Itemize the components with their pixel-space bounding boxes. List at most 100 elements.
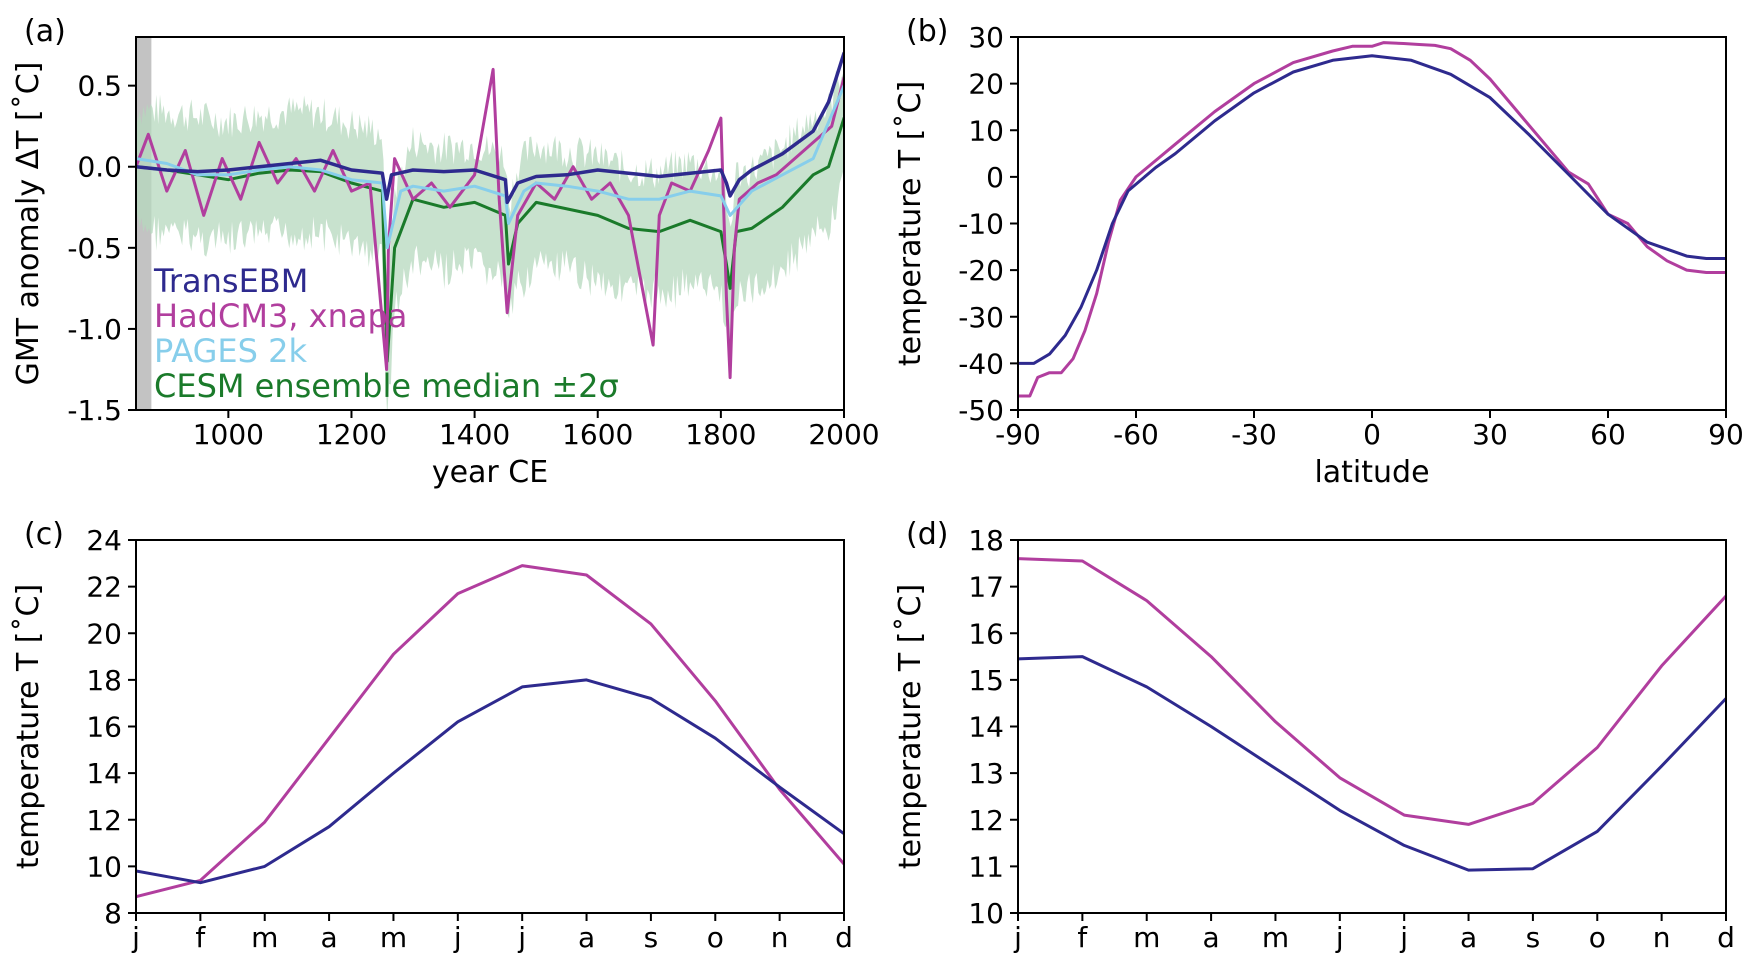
plot-frame xyxy=(135,36,845,411)
panel-b: -90 -60 -30 0 30 60 90 30 20 10 0 -10 -20 -30 -40 -50 la… xyxy=(893,14,1744,490)
legend-entry: TransEBM xyxy=(153,262,308,300)
y-axis-label: temperature T [˚C] xyxy=(893,81,928,366)
y-tick-label: -30 xyxy=(958,301,1004,334)
x-tick-label: j xyxy=(453,921,462,954)
y-tick-label: 0.5 xyxy=(77,70,122,103)
series-line-transebm xyxy=(136,51,844,205)
y-tick-label: 10 xyxy=(86,850,122,883)
x-tick-label: 1000 xyxy=(193,418,264,451)
y-tick-label: 22 xyxy=(86,571,122,604)
x-tick-label: o xyxy=(1589,921,1606,954)
y-tick-label: 12 xyxy=(86,804,122,837)
series-line-transebm xyxy=(1018,54,1726,365)
x-tick-label: n xyxy=(1653,921,1671,954)
y-tick-label: 14 xyxy=(968,711,1004,744)
y-tick-label: 24 xyxy=(86,524,122,557)
series-line-hadcm3-xnapa xyxy=(1018,41,1726,398)
x-tick-label: 1800 xyxy=(685,418,756,451)
x-tick-label: m xyxy=(251,921,278,954)
x-tick-label: m xyxy=(380,921,407,954)
x-tick-label: a xyxy=(578,921,595,954)
x-tick-label: 30 xyxy=(1472,418,1508,451)
x-tick-label: d xyxy=(1717,921,1735,954)
panel-label: (c) xyxy=(24,517,64,552)
x-tick-label: -90 xyxy=(995,418,1041,451)
y-tick-label: 15 xyxy=(968,664,1004,697)
y-tick-label: 8 xyxy=(104,897,122,930)
y-tick-label: 18 xyxy=(86,664,122,697)
y-tick-label: 20 xyxy=(968,68,1004,101)
x-tick-label: f xyxy=(1077,921,1088,954)
y-tick-label: -0.5 xyxy=(67,232,122,265)
panel-label: (b) xyxy=(906,14,948,49)
x-tick-label: j xyxy=(131,921,140,954)
x-tick-label: a xyxy=(321,921,338,954)
y-tick-label: -1.5 xyxy=(67,394,122,427)
y-tick-label: 16 xyxy=(968,617,1004,650)
x-tick-label: d xyxy=(835,921,853,954)
y-axis-label: temperature T [˚C] xyxy=(11,584,46,869)
y-axis-label: GMT anomaly ΔT [˚C] xyxy=(11,62,46,386)
y-axis-label: temperature T [˚C] xyxy=(893,584,928,869)
x-tick-label: 2000 xyxy=(808,418,879,451)
y-tick-label: 17 xyxy=(968,571,1004,604)
legend-entry: HadCM3, xnapa xyxy=(154,297,407,335)
x-tick-label: 1400 xyxy=(439,418,510,451)
x-tick-label: n xyxy=(771,921,789,954)
x-tick-label: 1200 xyxy=(316,418,387,451)
panel-d: j f m a m j j a s o n d 18 17 16 15 14 13 12 11 10 temperatur… xyxy=(893,517,1735,954)
x-tick-label: a xyxy=(1460,921,1477,954)
x-tick-label: j xyxy=(517,921,526,954)
plot-frame xyxy=(1017,539,1727,914)
x-tick-label: j xyxy=(1013,921,1022,954)
x-tick-label: -60 xyxy=(1113,418,1159,451)
y-tick-label: -50 xyxy=(958,394,1004,427)
y-tick-label: 0.0 xyxy=(77,151,122,184)
panel-label: (a) xyxy=(24,14,66,49)
x-tick-label: j xyxy=(1335,921,1344,954)
x-tick-label: s xyxy=(644,921,659,954)
y-tick-label: -40 xyxy=(958,347,1004,380)
x-tick-label: 1600 xyxy=(562,418,633,451)
plot-area xyxy=(136,564,844,899)
y-tick-label: -1.0 xyxy=(67,313,122,346)
series-line-transebm xyxy=(136,678,844,885)
plot-area xyxy=(136,37,844,410)
series-line-transebm xyxy=(1018,655,1726,872)
series-line-hadcm3-xnapa xyxy=(136,564,844,899)
plot-frame xyxy=(135,539,845,914)
x-tick-label: o xyxy=(707,921,724,954)
panel-c: j f m a m j j a s o n d 24 22 20 18 16 14 12 10 8 temperature… xyxy=(11,517,853,954)
y-tick-label: 18 xyxy=(968,524,1004,557)
y-tick-label: 10 xyxy=(968,897,1004,930)
x-tick-label: f xyxy=(195,921,206,954)
cesm-2sigma-band xyxy=(136,70,844,410)
legend-entry: PAGES 2k xyxy=(154,332,307,370)
panel-a: 1000 1200 1400 1600 1800 2000 0.5 0.0 -0.5 -1.0 -1… xyxy=(11,14,880,490)
y-tick-label: 30 xyxy=(968,21,1004,54)
x-tick-label: s xyxy=(1526,921,1541,954)
plot-area xyxy=(1018,41,1726,398)
x-tick-label: -30 xyxy=(1231,418,1277,451)
plot-area xyxy=(1018,557,1726,872)
panel-label: (d) xyxy=(906,517,948,552)
y-tick-label: 0 xyxy=(986,161,1004,194)
y-tick-label: -10 xyxy=(958,208,1004,241)
y-tick-label: 14 xyxy=(86,757,122,790)
y-tick-label: 20 xyxy=(86,617,122,650)
series-line-hadcm3-xnapa xyxy=(1018,557,1726,826)
legend-entry: CESM ensemble median ±2σ xyxy=(154,367,619,405)
x-tick-label: 0 xyxy=(1363,418,1381,451)
x-tick-label: a xyxy=(1203,921,1220,954)
x-tick-label: m xyxy=(1133,921,1160,954)
y-tick-label: 12 xyxy=(968,804,1004,837)
x-axis-label: year CE xyxy=(432,455,548,490)
x-tick-label: j xyxy=(1399,921,1408,954)
y-tick-label: -20 xyxy=(958,254,1004,287)
y-tick-label: 10 xyxy=(968,114,1004,147)
x-axis-label: latitude xyxy=(1314,455,1429,490)
x-tick-label: 60 xyxy=(1590,418,1626,451)
x-tick-label: 90 xyxy=(1708,418,1744,451)
